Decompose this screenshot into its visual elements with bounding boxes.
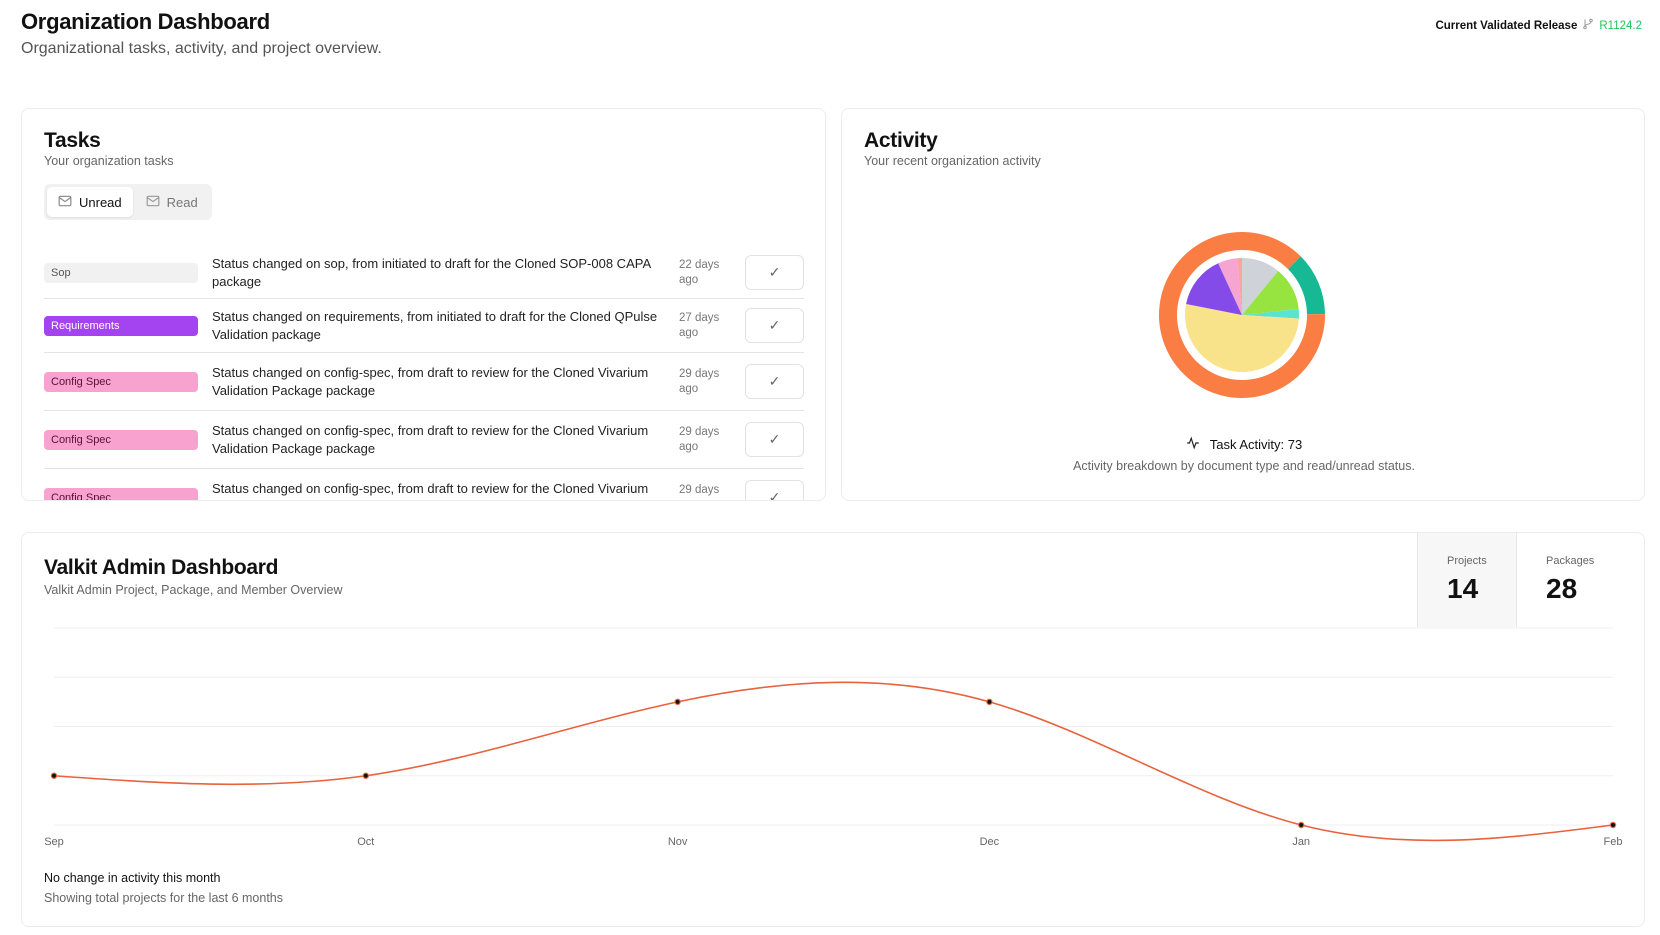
admin-card: Valkit Admin Dashboard Valkit Admin Proj… — [21, 532, 1645, 927]
data-point[interactable] — [986, 698, 993, 706]
task-type-badge: Requirements — [44, 315, 198, 336]
task-type-badge: Config Spec — [44, 487, 198, 500]
task-date: 27 days ago — [679, 311, 720, 339]
task-row: Config Spec Status changed on config-spe… — [44, 353, 804, 411]
stat-packages-label: Packages — [1546, 555, 1595, 567]
activity-card: Activity Your recent organization activi… — [841, 108, 1645, 501]
release-version[interactable]: R1124.2 — [1599, 19, 1642, 32]
task-type-badge: Config Spec — [44, 371, 198, 392]
page-title: Organization Dashboard — [21, 9, 270, 34]
x-tick-label: Jan — [1292, 836, 1310, 848]
stat-packages-value: 28 — [1546, 573, 1578, 604]
task-activity-total: Task Activity: 73 — [842, 436, 1644, 453]
task-message: Status changed on config-spec, from draf… — [212, 422, 649, 456]
task-row: Config Spec Status changed on config-spe… — [44, 411, 804, 469]
task-date: 29 days ago — [679, 425, 720, 453]
tasks-card: Tasks Your organization tasks Unread Rea… — [21, 108, 826, 501]
x-tick-label: Dec — [980, 836, 1000, 848]
release-info: Current Validated Release R1124.2 — [1435, 18, 1642, 33]
stat-projects-value: 14 — [1447, 573, 1479, 604]
tasks-subtitle: Your organization tasks — [44, 154, 174, 168]
series-line — [53, 681, 1614, 842]
admin-subtitle: Valkit Admin Project, Package, and Membe… — [44, 583, 343, 597]
data-point[interactable] — [1297, 821, 1305, 829]
x-tick-label: Nov — [668, 836, 688, 848]
inner-pie-slice[interactable] — [1218, 258, 1242, 315]
task-date: 22 days ago — [679, 258, 720, 286]
mark-read-button[interactable]: ✓ — [745, 364, 804, 399]
chart-footer-title: No change in activity this month — [44, 871, 221, 885]
tasks-title: Tasks — [44, 129, 101, 152]
page-subtitle: Organizational tasks, activity, and proj… — [21, 40, 382, 57]
release-label: Current Validated Release — [1435, 19, 1578, 32]
read-filter-toggle: Unread Read — [44, 184, 212, 220]
mail-icon — [58, 195, 72, 210]
x-tick-label: Feb — [1604, 836, 1623, 848]
mark-read-button[interactable]: ✓ — [745, 255, 804, 290]
activity-subtitle: Your recent organization activity — [864, 154, 1041, 168]
inner-pie-slice[interactable] — [1237, 258, 1242, 315]
task-date: 29 days ago — [679, 367, 720, 395]
x-tick-label: Oct — [357, 836, 374, 848]
inner-pie-slice[interactable] — [1242, 258, 1279, 315]
check-icon: ✓ — [768, 317, 781, 333]
tab-read-label: Read — [166, 194, 198, 210]
tab-read[interactable]: Read — [135, 187, 209, 217]
task-type-badge: Config Spec — [44, 429, 198, 450]
outer-ring-slice[interactable] — [1287, 256, 1325, 315]
check-icon: ✓ — [768, 373, 781, 389]
data-point[interactable] — [50, 772, 58, 779]
task-message: Status changed on requirements, from ini… — [212, 308, 658, 342]
check-icon: ✓ — [768, 489, 781, 501]
tab-unread-label: Unread — [79, 194, 122, 210]
admin-title: Valkit Admin Dashboard — [44, 556, 279, 579]
data-point[interactable] — [362, 772, 369, 779]
check-icon: ✓ — [768, 431, 781, 447]
task-row: Sop Status changed on sop, from initiate… — [44, 247, 804, 299]
activity-donut-chart — [1159, 231, 1325, 398]
chart-footer-subtitle: Showing total projects for the last 6 mo… — [44, 891, 284, 905]
activity-icon — [1186, 436, 1200, 453]
stat-packages: Packages 28 — [1517, 533, 1644, 627]
data-point[interactable] — [1609, 821, 1617, 829]
task-activity-label: Task Activity: 73 — [1209, 437, 1303, 452]
data-point[interactable] — [674, 698, 681, 706]
task-message: Status changed on config-spec, from draf… — [212, 364, 649, 398]
inner-pie-slice[interactable] — [1186, 263, 1242, 315]
task-list[interactable]: Sop Status changed on sop, from initiate… — [44, 247, 804, 501]
activity-title: Activity — [864, 129, 938, 152]
task-row: Requirements Status changed on requireme… — [44, 299, 804, 353]
projects-line-chart: Sep Oct Nov Dec Jan Feb — [44, 627, 1623, 848]
mark-read-button[interactable]: ✓ — [745, 480, 804, 501]
git-branch-icon — [1582, 18, 1594, 33]
inner-pie-slice[interactable] — [1242, 270, 1299, 315]
task-message: Status changed on config-spec, from draf… — [212, 480, 649, 501]
mark-read-button[interactable]: ✓ — [745, 308, 804, 343]
inner-pie-slice[interactable] — [1185, 304, 1299, 372]
tab-unread[interactable]: Unread — [47, 187, 133, 217]
task-row: Config Spec Status changed on config-spe… — [44, 469, 804, 501]
task-date: 29 days ago — [679, 483, 720, 501]
stat-projects: Projects 14 — [1417, 533, 1517, 627]
mail-check-icon — [146, 195, 160, 210]
x-tick-label: Sep — [44, 836, 64, 848]
mark-read-button[interactable]: ✓ — [745, 422, 804, 457]
inner-pie-slice[interactable] — [1242, 308, 1299, 319]
stat-projects-label: Projects — [1447, 555, 1487, 567]
task-message: Status changed on sop, from initiated to… — [212, 255, 651, 289]
check-icon: ✓ — [768, 264, 781, 280]
task-type-badge: Sop — [44, 262, 198, 283]
activity-caption: Activity breakdown by document type and … — [1073, 459, 1415, 473]
